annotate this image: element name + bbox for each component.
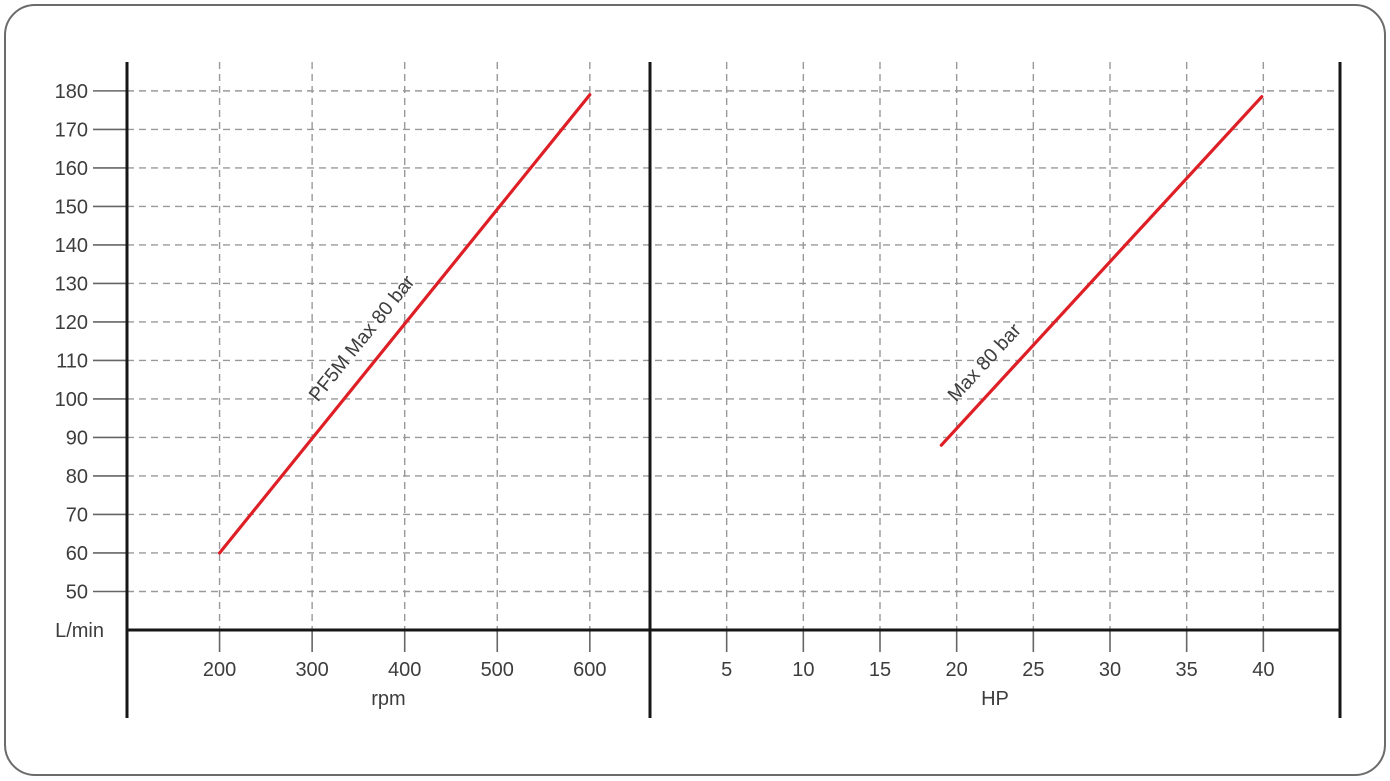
x-tick-label: 15 (869, 659, 891, 681)
figure-border (4, 4, 1386, 776)
x-tick-label: 20 (946, 659, 968, 681)
x-axis-unit-label-flow-vs-speed: rpm (371, 688, 405, 710)
x-tick-label: 5 (721, 659, 732, 681)
y-tick-label: 70 (66, 504, 88, 526)
y-tick-label: 80 (66, 466, 88, 488)
x-tick-label: 30 (1099, 659, 1121, 681)
y-tick-label: 140 (55, 235, 88, 257)
y-tick-label: 110 (56, 350, 88, 372)
series-line-pf5m-max-80-bar (217, 93, 592, 555)
x-axis-unit-label-flow-vs-power: HP (981, 688, 1009, 710)
y-tick-label: 100 (55, 389, 88, 411)
y-tick-label: 170 (55, 119, 88, 141)
x-tick-label: 40 (1252, 659, 1274, 681)
x-tick-label: 35 (1176, 659, 1198, 681)
y-tick-label: 50 (66, 581, 88, 603)
y-tick-label: 160 (55, 158, 88, 180)
y-tick-label: 90 (66, 427, 88, 449)
y-tick-label: 60 (66, 543, 88, 565)
x-tick-label: 400 (388, 659, 421, 681)
series-label-max-80-bar: Max 80 bar (943, 319, 1026, 406)
y-axis-unit-label: L/min (55, 620, 104, 642)
x-tick-label: 25 (1022, 659, 1044, 681)
x-tick-label: 600 (573, 659, 606, 681)
x-tick-label: 300 (295, 659, 328, 681)
x-tick-label: 200 (203, 659, 236, 681)
series-line-max-80-bar (939, 95, 1264, 447)
x-tick-label: 500 (481, 659, 514, 681)
y-tick-label: 120 (55, 312, 88, 334)
series-label-pf5m-max-80-bar: PF5M Max 80 bar (305, 271, 420, 406)
y-tick-label: 150 (55, 196, 88, 218)
y-tick-label: 130 (55, 273, 88, 295)
x-tick-label: 10 (792, 659, 814, 681)
y-tick-label: 180 (55, 81, 88, 103)
